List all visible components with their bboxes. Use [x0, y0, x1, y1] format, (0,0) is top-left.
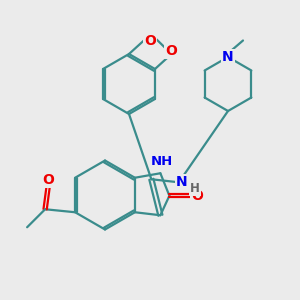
Text: O: O [166, 44, 177, 58]
Text: O: O [42, 173, 54, 187]
Text: N: N [176, 175, 188, 189]
Text: O: O [191, 189, 203, 203]
Text: NH: NH [151, 155, 173, 168]
Text: H: H [190, 182, 200, 195]
Text: N: N [222, 50, 234, 64]
Text: O: O [144, 34, 156, 47]
